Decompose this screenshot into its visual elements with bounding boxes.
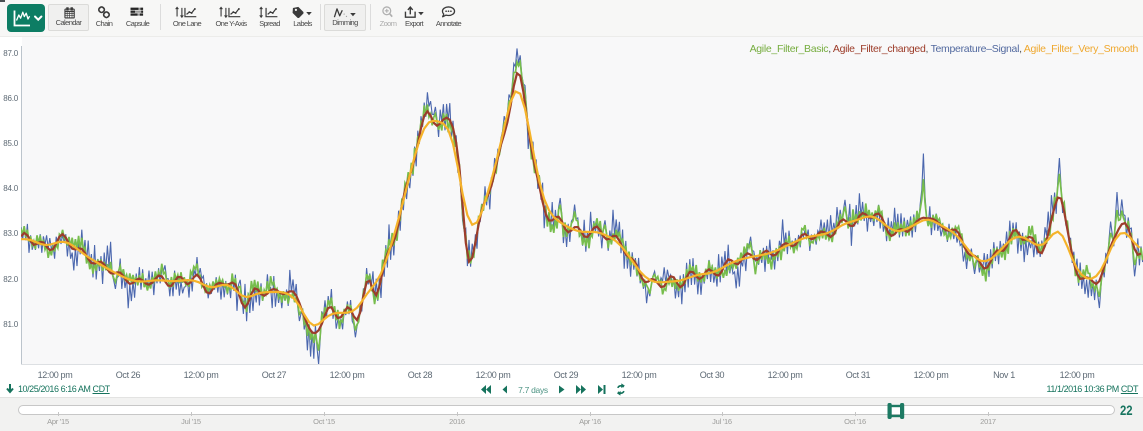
svg-text:7.7 days: 7.7 days [518,385,548,395]
